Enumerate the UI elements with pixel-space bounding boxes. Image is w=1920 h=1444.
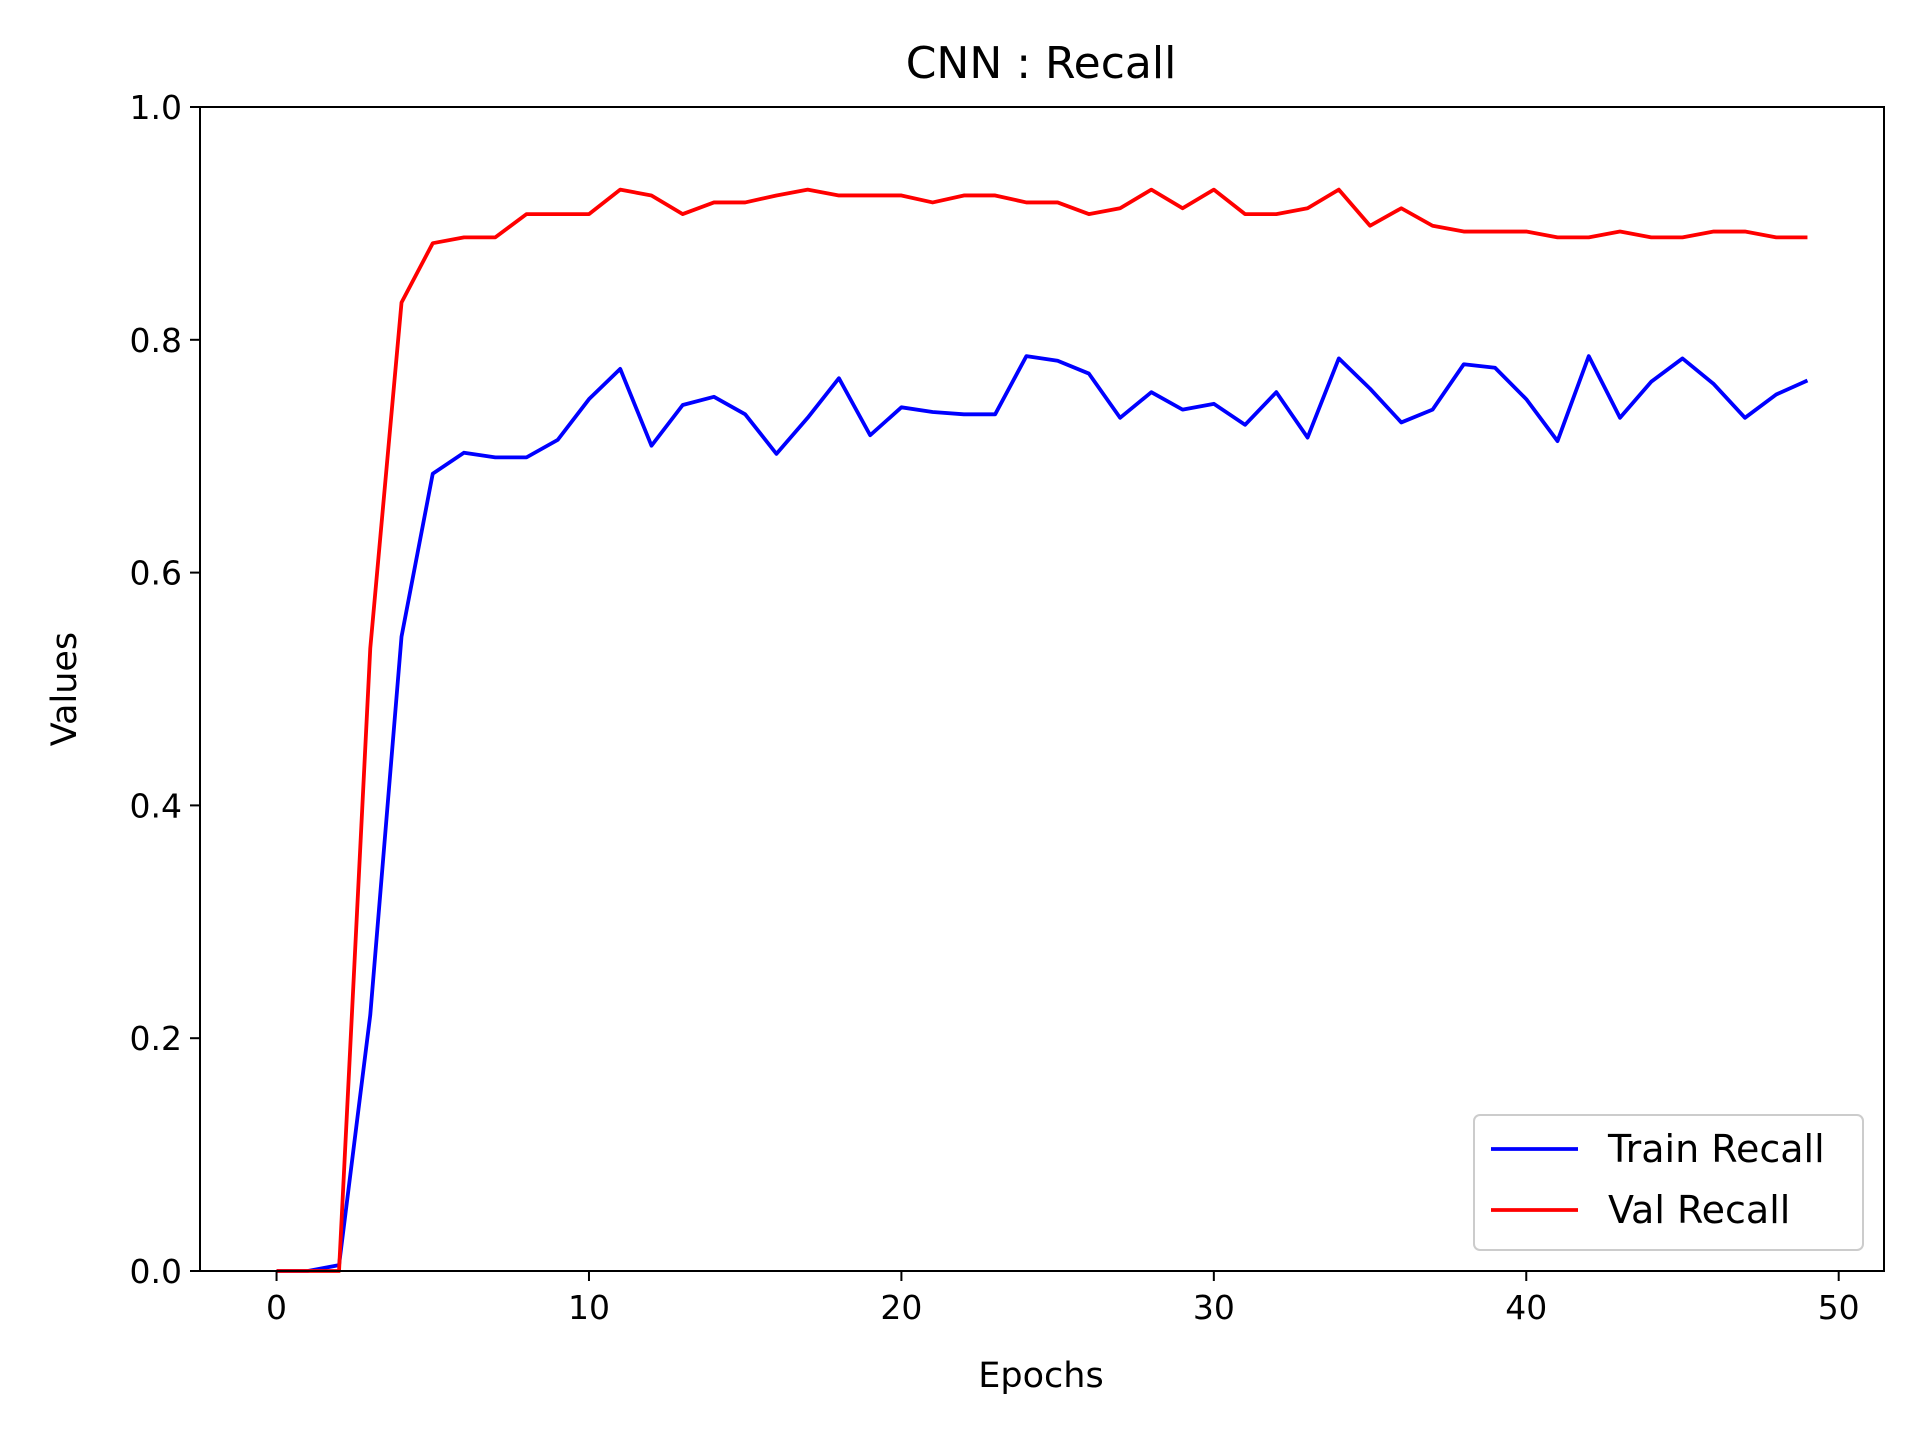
legend-label-train-recall: Train Recall xyxy=(1607,1127,1825,1171)
series-line-train-recall xyxy=(276,354,1809,1273)
y-axis-label: Values xyxy=(45,632,85,746)
plot-area-frame xyxy=(199,106,1885,1272)
x-tick-label: 50 xyxy=(1818,1288,1860,1327)
chart-title: CNN : Recall xyxy=(906,38,1177,89)
y-tick-label: 0.6 xyxy=(130,554,182,593)
legend: Train Recall Val Recall xyxy=(1473,1114,1864,1251)
legend-label-val-recall: Val Recall xyxy=(1608,1188,1790,1232)
x-tick-label: 0 xyxy=(266,1288,287,1327)
x-tick-label: 20 xyxy=(880,1288,922,1327)
y-tick-label: 0.2 xyxy=(130,1019,182,1058)
y-tick-label: 0.8 xyxy=(130,321,182,360)
y-axis-ticks: 0.0 0.2 0.4 0.6 0.8 1.0 xyxy=(130,88,200,1291)
x-axis-label: Epochs xyxy=(978,1356,1103,1396)
y-tick-label: 1.0 xyxy=(130,88,182,127)
x-axis-ticks: 0 10 20 30 40 50 xyxy=(266,1271,1860,1327)
x-tick-label: 10 xyxy=(568,1288,610,1327)
y-tick-label: 0.0 xyxy=(130,1252,182,1291)
series-line-val-recall xyxy=(276,187,1808,1273)
x-tick-label: 40 xyxy=(1505,1288,1547,1327)
series-layer xyxy=(276,187,1809,1273)
y-tick-label: 0.4 xyxy=(130,786,182,825)
x-tick-label: 30 xyxy=(1193,1288,1235,1327)
